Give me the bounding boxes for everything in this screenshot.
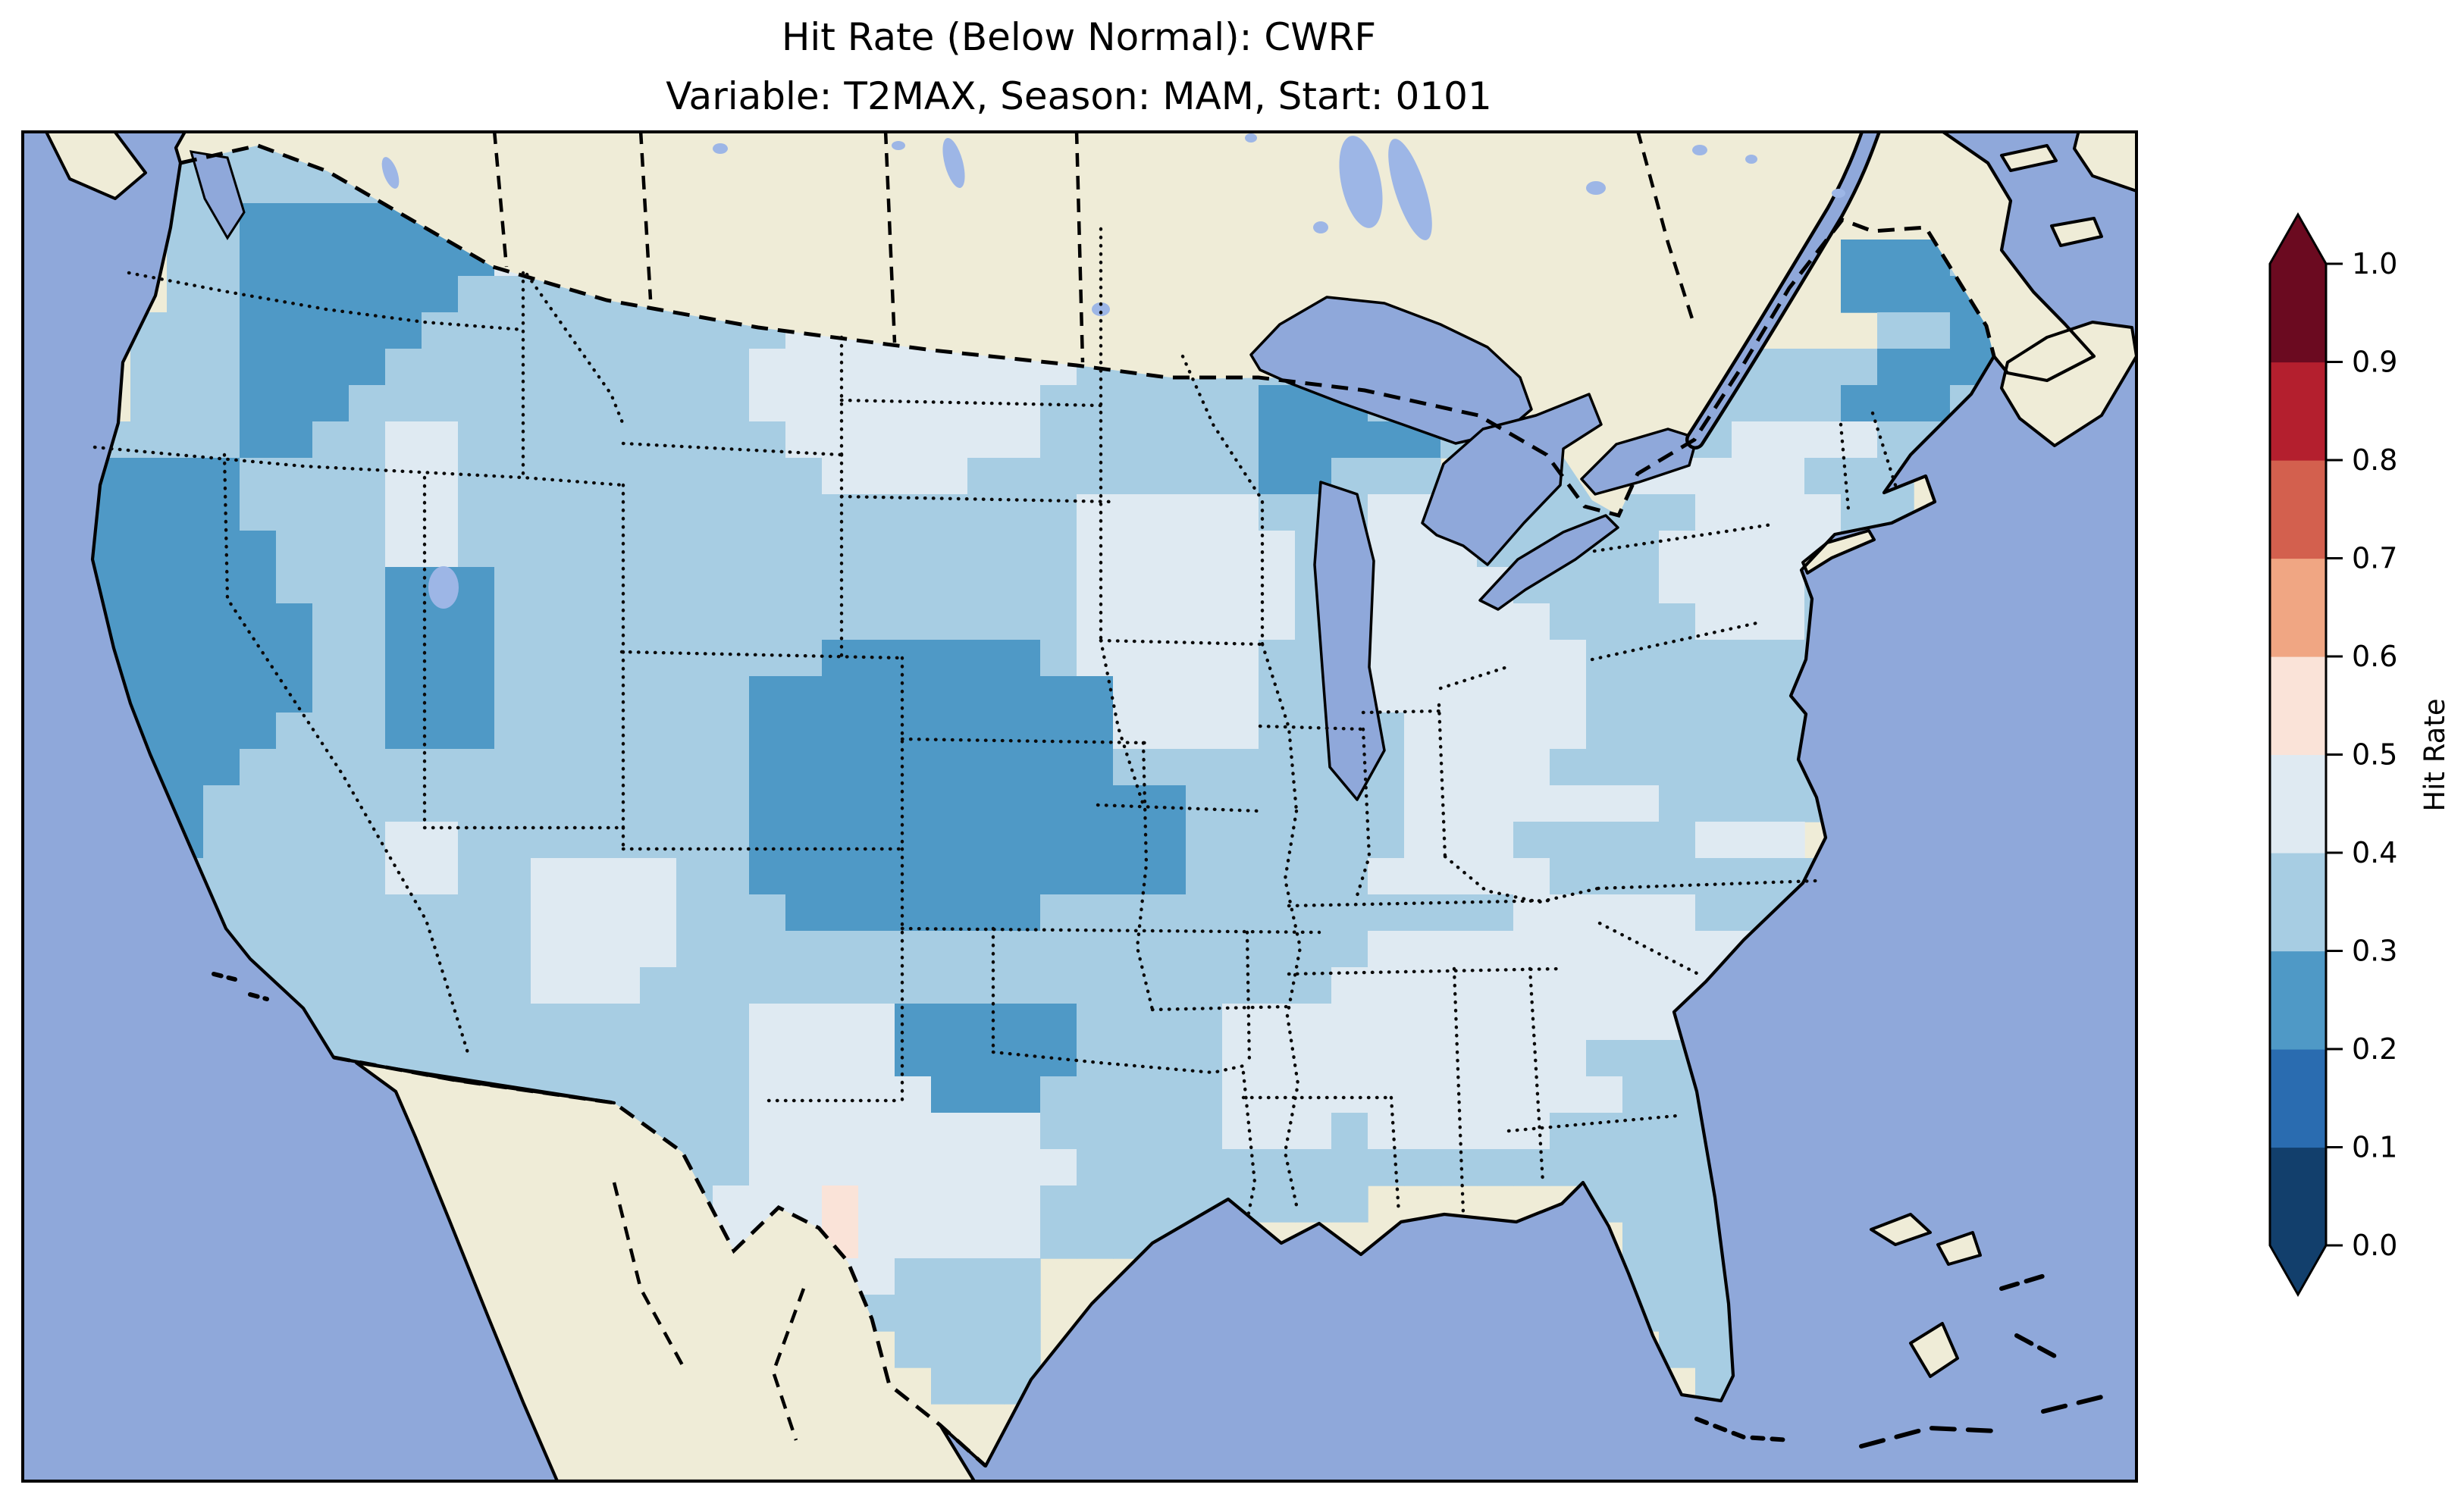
islands — [44, 132, 2136, 1449]
colorbar-tick-0.0: 0.0 — [2352, 1229, 2397, 1262]
colorbar-tick-0.2: 0.2 — [2352, 1032, 2397, 1066]
colorbar-tick-0.6: 0.6 — [2352, 640, 2397, 673]
map-frame — [21, 130, 2138, 1483]
political-borders — [90, 132, 2096, 1481]
colorbar-tick-0.1: 0.1 — [2352, 1131, 2397, 1164]
map-axes — [23, 132, 2136, 1481]
colorbar: 1.0 0.9 0.8 0.7 0.6 0.5 0.4 0.3 0.2 0.1 0.0 — [2268, 211, 2397, 1298]
colorbar-tick-0.7: 0.7 — [2352, 542, 2397, 575]
colorbar-tick-0.8: 0.8 — [2352, 443, 2397, 477]
figure-title: Hit Rate (Below Normal): CWRF — [782, 15, 1376, 59]
colorbar-tick-0.9: 0.9 — [2352, 346, 2397, 379]
colorbar-tick-0.3: 0.3 — [2352, 935, 2397, 968]
colorbar-tick-0.4: 0.4 — [2352, 836, 2397, 869]
colorbar-tick-0.5: 0.5 — [2352, 738, 2397, 772]
colorbar-tick-1.0: 1.0 — [2352, 247, 2397, 280]
figure-subtitle: Variable: T2MAX, Season: MAM, Start: 010… — [666, 74, 1492, 118]
colorbar-axis-label: Hit Rate — [2419, 698, 2451, 811]
